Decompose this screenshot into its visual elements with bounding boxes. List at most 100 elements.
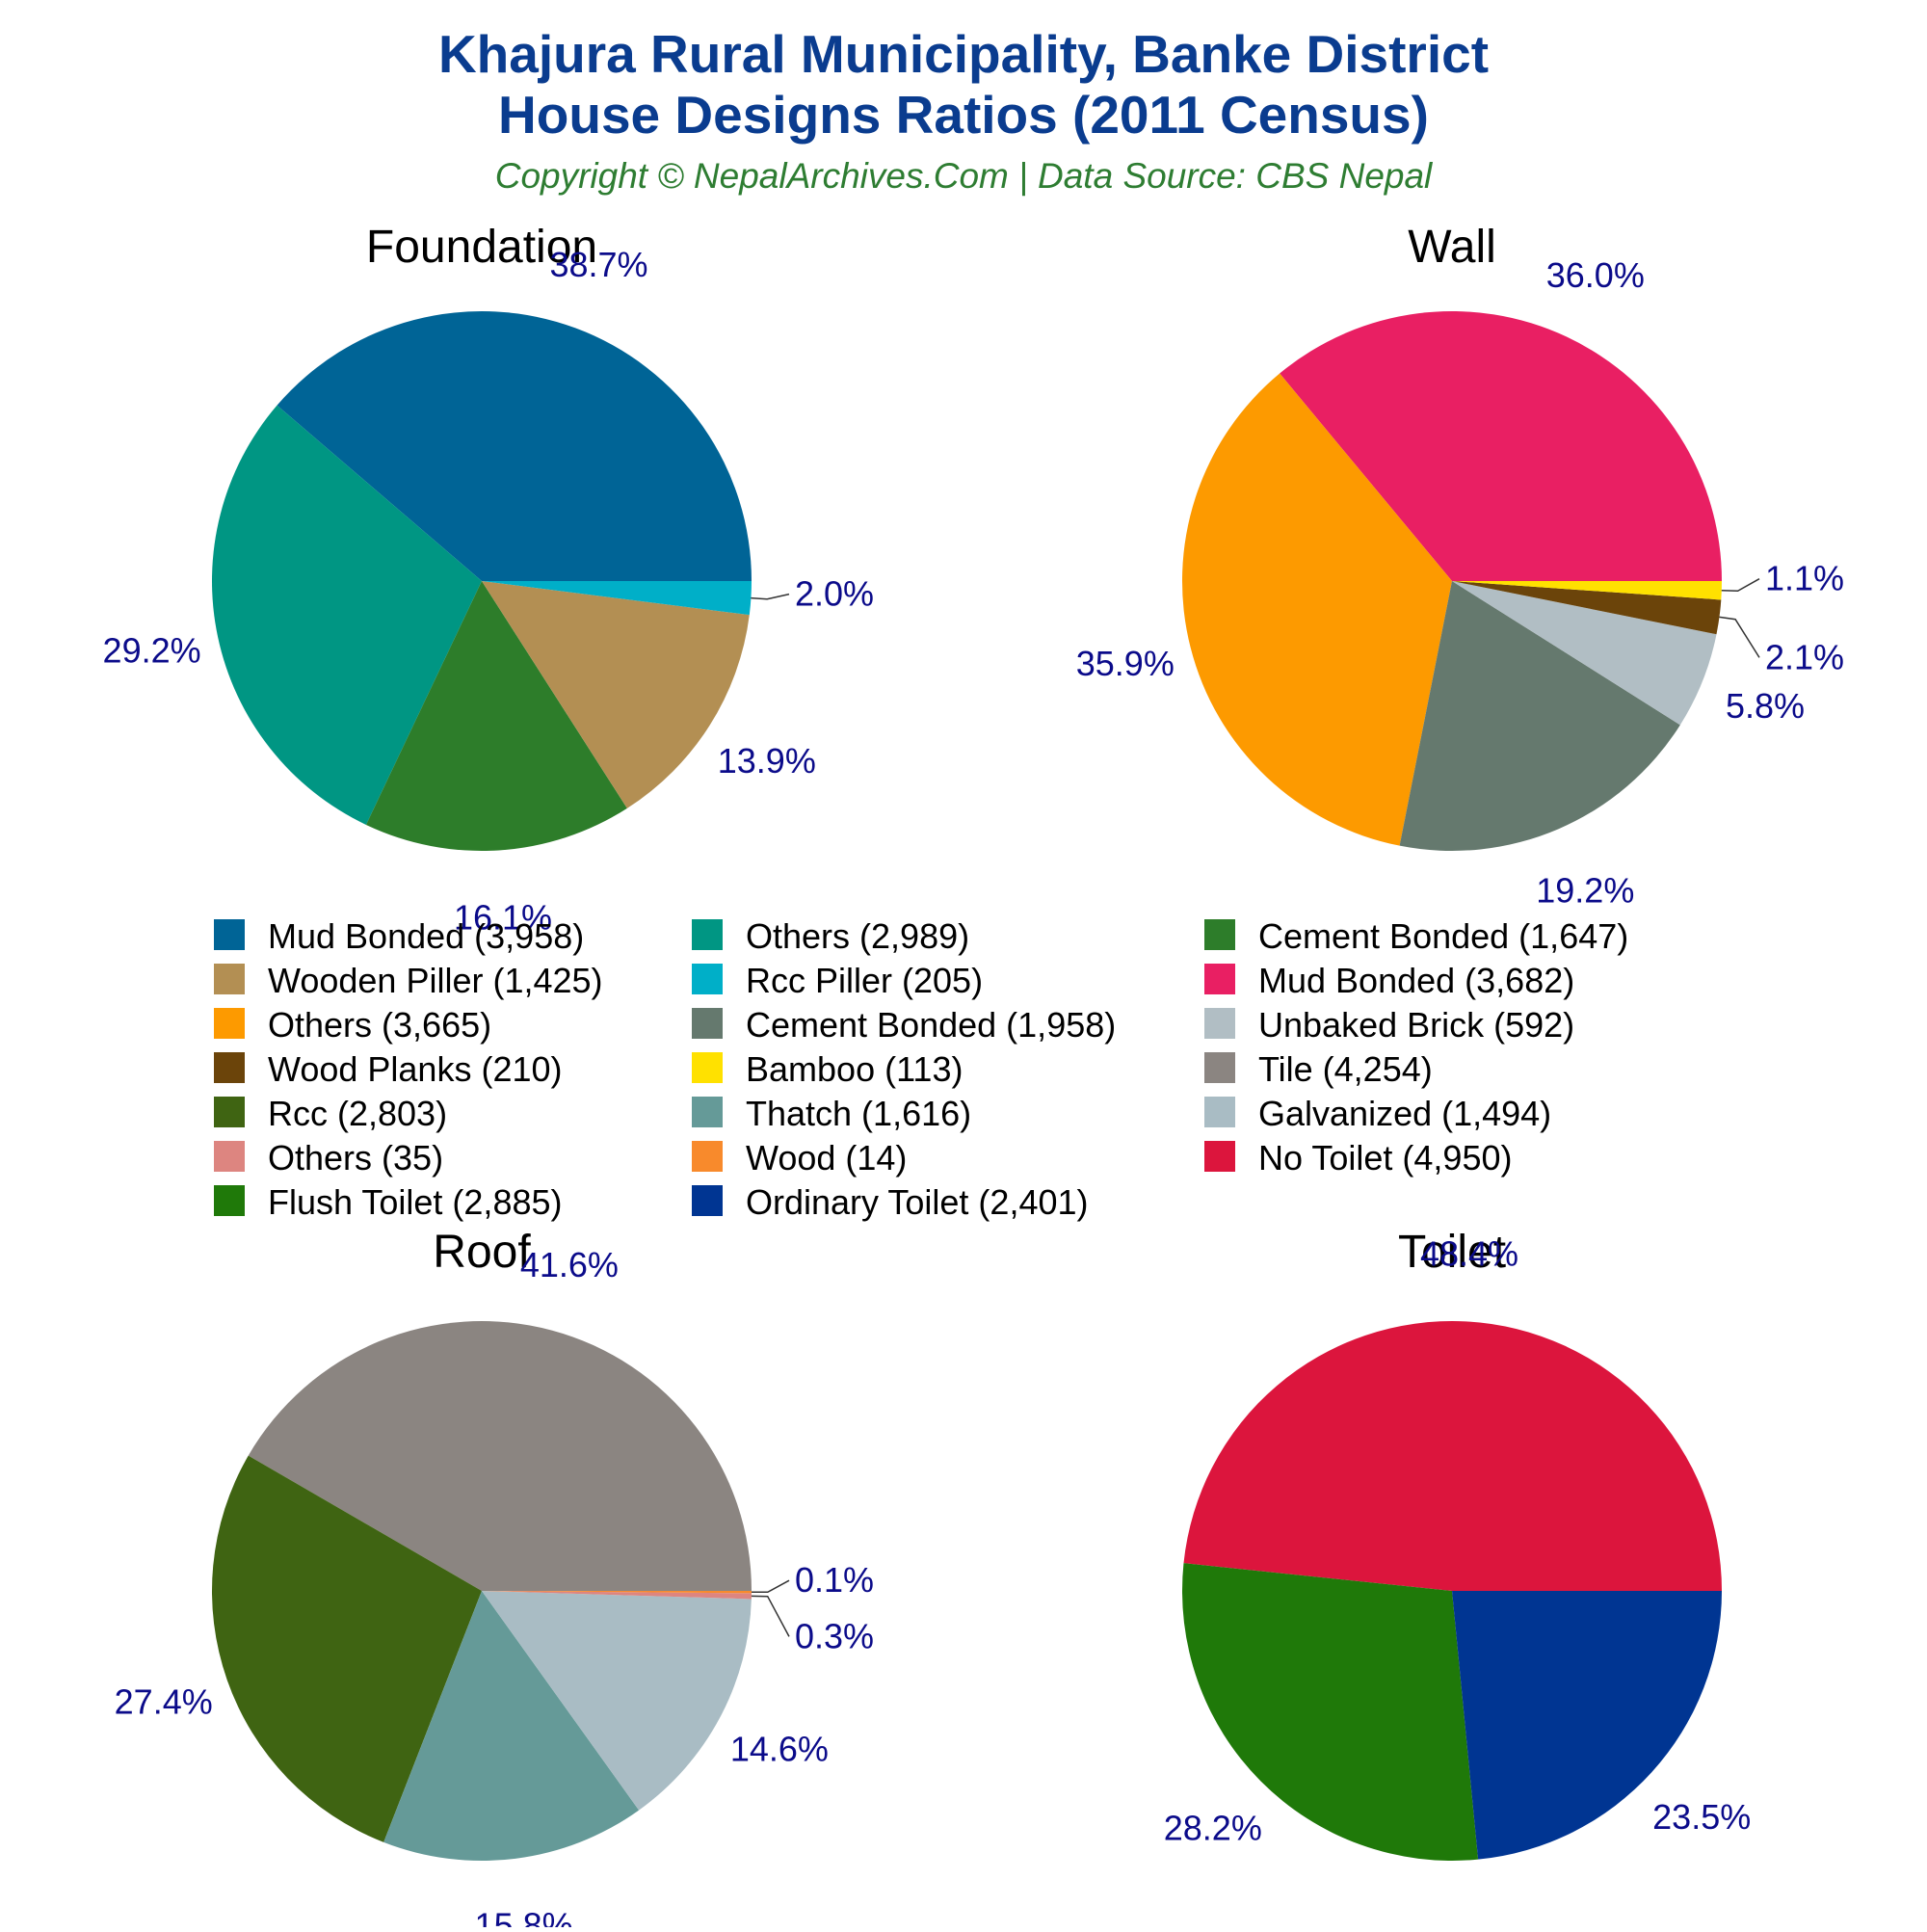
label-leader-line	[1721, 578, 1760, 593]
legend-swatch	[692, 1097, 723, 1127]
slice-label: 2.1%	[1765, 637, 1844, 676]
legend-label: Bamboo (113)	[746, 1049, 963, 1089]
label-leader-line	[751, 1595, 790, 1637]
legend-label: Wood (14)	[746, 1138, 907, 1178]
legend-item: Wood Planks (210)	[214, 1049, 563, 1089]
legend-item: Bamboo (113)	[692, 1049, 963, 1089]
legend-label: Tile (4,254)	[1258, 1049, 1433, 1089]
legend-item: Thatch (1,616)	[692, 1094, 971, 1133]
legend-item: Wood (14)	[692, 1138, 907, 1178]
legend-label: Unbaked Brick (592)	[1258, 1005, 1574, 1045]
legend-label: Flush Toilet (2,885)	[268, 1182, 563, 1222]
slice-label: 1.1%	[1765, 559, 1844, 598]
legend-swatch	[1204, 1008, 1235, 1039]
pie-slice	[1280, 310, 1722, 581]
slice-label: 15.8%	[475, 1905, 573, 1927]
legend-item: Galvanized (1,494)	[1204, 1094, 1551, 1133]
pie-title-wall: Wall	[1408, 222, 1496, 273]
legend-label: No Toilet (4,950)	[1258, 1138, 1512, 1178]
slice-label: 29.2%	[103, 631, 201, 671]
pie-wall: 36.0% 35.9% 19.2% 5.8% 1.1% 2.1%	[1076, 255, 1844, 910]
legend-swatch	[214, 1185, 245, 1216]
slice-label: 14.6%	[730, 1730, 829, 1769]
legend-swatch	[692, 919, 723, 950]
legend-label: Cement Bonded (1,647)	[1258, 916, 1628, 956]
pie-slice	[1181, 373, 1452, 846]
legend-swatch	[214, 1008, 245, 1039]
legend-item: Tile (4,254)	[1204, 1049, 1433, 1089]
legend-item: Flush Toilet (2,885)	[214, 1182, 563, 1222]
legend-swatch	[214, 919, 245, 950]
slice-label: 41.6%	[520, 1245, 619, 1284]
slice-label: 13.9%	[718, 741, 816, 781]
legend-swatch	[1204, 1052, 1235, 1083]
legend-item: Rcc Piller (205)	[692, 961, 983, 1000]
legend-item: Cement Bonded (1,647)	[1204, 916, 1628, 956]
legend-label: Thatch (1,616)	[746, 1094, 971, 1133]
pie-roof: 41.6% 27.4% 15.8% 14.6% 0.1% 0.3%	[115, 1245, 874, 1932]
legend-item: Mud Bonded (3,682)	[1204, 961, 1574, 1000]
legend-label: Galvanized (1,494)	[1258, 1094, 1551, 1133]
legend-item: Rcc (2,803)	[214, 1094, 447, 1133]
slice-label: 36.0%	[1546, 255, 1645, 295]
legend-swatch	[1204, 1141, 1235, 1172]
pie-toilet: 48.4% 28.2% 23.5%	[1164, 1234, 1751, 1861]
pie-slice	[211, 1455, 483, 1842]
pie-title-foundation: Foundation	[366, 222, 597, 273]
slice-label: 2.0%	[795, 574, 874, 614]
legend-item: Others (3,665)	[214, 1005, 491, 1045]
legend-label: Rcc (2,803)	[268, 1094, 447, 1133]
slice-label: 23.5%	[1652, 1797, 1751, 1837]
pie-charts: 38.7% 29.2% 16.1% 13.9% 2.0% 36.0% 35.9% 19.2% 5…	[103, 245, 1845, 1932]
pie-slice	[1452, 1591, 1722, 1860]
legend-swatch	[214, 1097, 245, 1127]
legend-swatch	[1204, 1097, 1235, 1127]
legend-item: Others (35)	[214, 1138, 443, 1178]
legend-label: Others (3,665)	[268, 1005, 491, 1045]
chart-title-line2: House Designs Ratios (2011 Census)	[498, 85, 1429, 145]
legend-swatch	[692, 1052, 723, 1083]
slice-label: 5.8%	[1726, 686, 1805, 726]
legend-swatch	[692, 1185, 723, 1216]
pie-slice	[1399, 581, 1680, 852]
legend-swatch	[214, 964, 245, 994]
slice-label: 0.3%	[795, 1616, 874, 1655]
legend-swatch	[692, 1141, 723, 1172]
pie-slice	[1452, 581, 1722, 600]
slice-label: 16.1%	[454, 897, 552, 937]
pie-slice	[482, 1591, 752, 1811]
chart-title-line1: Khajura Rural Municipality, Banke Distri…	[438, 24, 1489, 84]
legend-label: Wooden Piller (1,425)	[268, 961, 603, 1000]
legend-label: Wood Planks (210)	[268, 1049, 563, 1089]
pie-slice	[248, 1320, 752, 1591]
slice-label: 19.2%	[1536, 871, 1634, 911]
legend-label: Others (35)	[268, 1138, 443, 1178]
legend: Mud Bonded (3,958) Others (2,989) Cement B…	[214, 916, 1628, 1222]
slice-label: 35.9%	[1076, 644, 1175, 683]
legend-item: Mud Bonded (3,958)	[214, 916, 584, 956]
slice-label: 48.4%	[1420, 1234, 1518, 1274]
slice-label: 28.2%	[1164, 1809, 1262, 1848]
pie-slice	[1183, 1321, 1722, 1591]
legend-item: Cement Bonded (1,958)	[692, 1005, 1116, 1045]
legend-swatch	[1204, 964, 1235, 994]
pie-slice	[482, 1591, 752, 1594]
pie-slice	[1182, 1563, 1479, 1861]
pie-slice	[1452, 581, 1717, 726]
legend-swatch	[214, 1052, 245, 1083]
pie-slice	[482, 1591, 752, 1600]
legend-item: Others (2,989)	[692, 916, 969, 956]
pie-slice	[383, 1591, 640, 1861]
legend-swatch	[214, 1141, 245, 1172]
legend-item: Unbaked Brick (592)	[1204, 1005, 1574, 1045]
legend-item: Ordinary Toilet (2,401)	[692, 1182, 1089, 1222]
label-leader-line	[751, 593, 790, 600]
label-leader-line	[751, 1579, 790, 1594]
pie-slice	[277, 311, 752, 581]
legend-label: Mud Bonded (3,682)	[1258, 961, 1574, 1000]
slice-label: 27.4%	[115, 1682, 213, 1722]
pie-title-toilet: Toilet	[1398, 1227, 1506, 1278]
pie-slice	[482, 581, 750, 808]
